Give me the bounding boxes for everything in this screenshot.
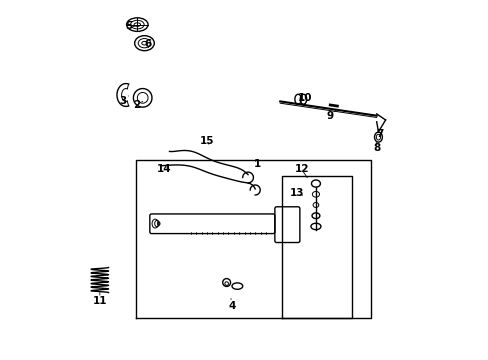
Text: 2: 2 xyxy=(133,100,140,110)
Text: 11: 11 xyxy=(92,296,107,306)
Text: 14: 14 xyxy=(157,164,171,174)
Text: 1: 1 xyxy=(253,159,260,169)
Text: 7: 7 xyxy=(376,129,383,139)
Text: 9: 9 xyxy=(326,111,333,121)
Text: 8: 8 xyxy=(372,143,380,153)
Text: 6: 6 xyxy=(144,39,151,49)
Text: 5: 5 xyxy=(124,21,132,31)
Text: 10: 10 xyxy=(297,93,312,103)
Text: 12: 12 xyxy=(294,164,308,174)
Text: 13: 13 xyxy=(289,188,304,198)
Text: 4: 4 xyxy=(228,301,235,311)
Text: 3: 3 xyxy=(119,96,126,107)
Text: 15: 15 xyxy=(199,136,214,146)
